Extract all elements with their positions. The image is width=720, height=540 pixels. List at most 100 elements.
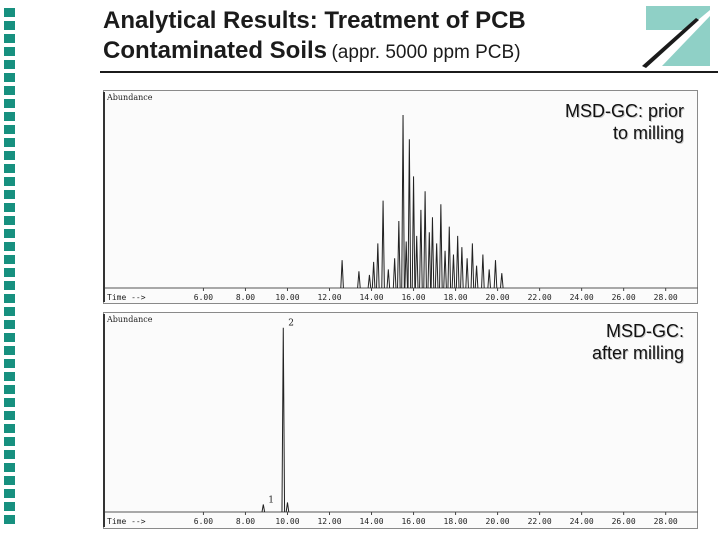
peak-label: 1 <box>268 495 274 505</box>
chromatogram-peak <box>434 243 439 289</box>
title-suffix: (appr. 5000 ppm PCB) <box>331 42 521 63</box>
x-tick-label: 26.00 <box>612 293 636 302</box>
x-tick-label: 6.00 <box>194 293 213 302</box>
title-line-1: Analytical Results: Treatment of PCB <box>103 7 526 34</box>
decorative-square <box>4 151 15 160</box>
x-tick-label: 12.00 <box>317 517 341 526</box>
x-tick-label: 24.00 <box>570 517 594 526</box>
annotation-after-line-2: after milling <box>591 343 684 363</box>
chromatogram-before-milling: Abundance Time --> 6.00 8.00 10.00 12.00 14.00… <box>103 90 698 304</box>
chromatogram-peak <box>392 258 397 289</box>
chromatogram-peak <box>357 271 361 289</box>
chromatogram-before-svg: Abundance Time --> 6.00 8.00 10.00 12.00 14.00… <box>103 90 698 304</box>
x-tick-label: 8.00 <box>236 293 255 302</box>
x-tick-label: 16.00 <box>401 517 425 526</box>
chromatogram-peak <box>487 269 491 289</box>
chromatogram-peak <box>367 274 372 289</box>
chromatogram-peak <box>493 260 498 289</box>
x-tick-label: 12.00 <box>317 293 341 302</box>
annotation-before-line-2: to milling <box>612 123 684 143</box>
chromatogram-peak <box>439 204 443 289</box>
chromatogram-peak <box>499 273 504 289</box>
chromatogram-peak <box>281 327 286 513</box>
title-line-2: Contaminated Soils <box>103 37 328 64</box>
decorative-square <box>4 216 15 225</box>
x-tick-label: 18.00 <box>444 517 468 526</box>
chromatogram-peak <box>397 221 401 289</box>
decorative-square <box>4 73 15 82</box>
decorative-square <box>4 203 15 212</box>
x-tick-label: 22.00 <box>528 293 552 302</box>
x-tick-label: 28.00 <box>654 293 678 302</box>
chromatogram-peak <box>465 258 469 289</box>
x-axis-label: Time --> <box>107 517 146 526</box>
chromatogram-after-svg: Abundance Time --> 6.00 8.00 10.00 12.00 14.00… <box>103 312 698 529</box>
decorative-square <box>4 346 15 355</box>
chromatogram-peak <box>447 226 452 289</box>
y-axis-label: Abundance <box>106 315 153 324</box>
decorative-square <box>4 190 15 199</box>
company-logo-icon <box>636 4 712 70</box>
chromatogram-peak <box>460 247 464 289</box>
x-tick-label: 6.00 <box>194 517 213 526</box>
chromatogram-peak <box>381 200 385 289</box>
slide-title: Analytical Results: Treatment of PCB Con… <box>103 6 623 69</box>
decorative-square <box>4 372 15 381</box>
x-tick-label: 20.00 <box>486 517 510 526</box>
decorative-square <box>4 242 15 251</box>
decorative-square <box>4 47 15 56</box>
decorative-square <box>4 385 15 394</box>
decorative-square <box>4 463 15 472</box>
annotation-before-line-1: MSD-GC: prior <box>564 101 684 121</box>
x-tick-label: 18.00 <box>444 293 468 302</box>
decorative-square <box>4 268 15 277</box>
decorative-square <box>4 320 15 329</box>
decorative-square <box>4 164 15 173</box>
chromatogram-peak <box>376 243 380 289</box>
chromatogram-after-milling: Abundance Time --> 6.00 8.00 10.00 12.00 14.00… <box>103 312 698 529</box>
decorative-square <box>4 125 15 134</box>
chromatogram-peak <box>386 269 391 289</box>
decorative-square <box>4 21 15 30</box>
y-axis-label: Abundance <box>106 93 153 102</box>
chromatogram-peak <box>371 261 376 289</box>
decorative-square <box>4 86 15 95</box>
x-tick-label: 14.00 <box>359 293 383 302</box>
decorative-square <box>4 307 15 316</box>
chromatogram-peak <box>430 217 435 289</box>
chromatogram-peak <box>419 209 423 289</box>
chromatogram-peak <box>423 191 427 289</box>
decorative-square <box>4 450 15 459</box>
x-axis-label: Time --> <box>107 293 146 302</box>
decorative-square <box>4 112 15 121</box>
chromatogram-peak <box>401 115 405 289</box>
chromatogram-peak <box>285 502 290 513</box>
annotation-after-line-1: MSD-GC: <box>606 321 684 341</box>
decorative-square <box>4 34 15 43</box>
decorative-square <box>4 489 15 498</box>
chromatogram-peak <box>443 250 447 289</box>
chromatogram-peak <box>455 235 460 289</box>
chromatogram-peak <box>470 243 475 289</box>
chromatogram-peak <box>340 260 344 289</box>
chromatogram-peak <box>411 176 416 289</box>
chromatogram-peak <box>451 254 456 289</box>
decorative-square <box>4 411 15 420</box>
decorative-square <box>4 229 15 238</box>
decorative-square <box>4 8 15 17</box>
chromatogram-peak <box>414 235 419 289</box>
chromatogram-peak <box>427 232 432 289</box>
decorative-square <box>4 359 15 368</box>
decorative-square <box>4 502 15 511</box>
decorative-square <box>4 255 15 264</box>
decorative-square <box>4 138 15 147</box>
chromatogram-peak <box>407 139 412 289</box>
plot-frame <box>103 90 698 304</box>
x-tick-label: 20.00 <box>486 293 510 302</box>
decorative-square <box>4 515 15 524</box>
decorative-square <box>4 437 15 446</box>
chromatogram-peak <box>481 254 485 289</box>
decorative-square <box>4 424 15 433</box>
peak-label: 2 <box>288 319 294 329</box>
decorative-square <box>4 60 15 69</box>
